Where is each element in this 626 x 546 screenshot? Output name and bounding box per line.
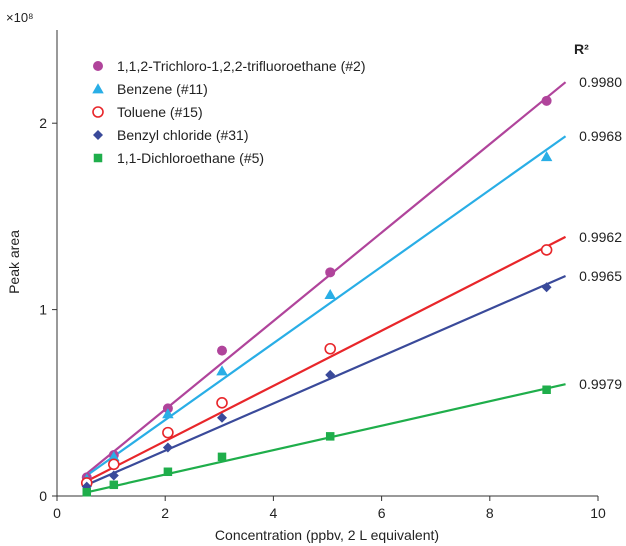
x-tick-label: 4	[270, 505, 278, 521]
data-point	[325, 432, 335, 441]
data-point	[162, 426, 174, 439]
data-point	[325, 267, 336, 278]
data-point	[162, 408, 174, 419]
data-point	[216, 365, 228, 376]
legend-label: Benzyl chloride (#31)	[117, 127, 249, 143]
fit-lines	[86, 81, 567, 494]
legend-marker	[92, 106, 104, 118]
data-point	[542, 385, 551, 395]
data-point	[217, 452, 227, 462]
legend-label: 1,1,2-Trichloro-1,2,2-trifluoroethane (#…	[117, 58, 366, 74]
legend-label: Benzene (#11)	[117, 81, 208, 97]
data-point	[324, 342, 337, 355]
y-tick-label: 0	[39, 488, 47, 504]
x-tick-label: 6	[378, 505, 386, 521]
data-point	[217, 412, 228, 423]
r2-value-label: 0.9980	[579, 74, 622, 90]
x-tick-label: 2	[161, 505, 169, 521]
x-axis-title: Concentration (ppbv, 2 L equivalent)	[215, 527, 439, 543]
axes	[56, 30, 598, 497]
data-point	[216, 396, 228, 409]
data-point	[163, 467, 173, 477]
legend-marker	[93, 130, 103, 140]
data-point	[540, 244, 553, 256]
x-ticks: 0 2 4 6 8 10	[53, 496, 606, 521]
data-point	[108, 470, 119, 481]
data-point	[217, 345, 228, 356]
y-tick-label: 2	[39, 115, 47, 131]
data-point	[82, 488, 92, 497]
fit-line	[86, 275, 566, 486]
data-point	[108, 458, 120, 471]
r2-labels: 0.9980 0.9968 0.9962 0.9965 0.9979	[579, 74, 622, 392]
legend-marker	[92, 83, 104, 94]
legend-marker	[93, 153, 103, 163]
legend-label: Toluene (#15)	[117, 104, 203, 120]
data-point	[109, 480, 119, 490]
x-tick-label: 0	[53, 505, 61, 521]
r2-value-label: 0.9965	[579, 268, 622, 284]
data-point	[541, 282, 552, 293]
data-point	[541, 95, 552, 106]
fit-line	[86, 235, 567, 483]
y-multiplier-label: ×10⁸	[6, 10, 34, 25]
legend: 1,1,2-Trichloro-1,2,2-trifluoroethane (#…	[92, 58, 366, 166]
legend-marker	[93, 61, 103, 71]
data-point	[325, 369, 336, 380]
y-ticks: 0 1 2	[39, 115, 57, 504]
data-point	[324, 288, 336, 300]
r2-value-label: 0.9968	[579, 128, 622, 144]
legend-label: 1,1-Dichloroethane (#5)	[117, 150, 264, 166]
data-point	[108, 451, 120, 462]
y-tick-label: 1	[39, 302, 47, 318]
r2-header: R²	[574, 41, 589, 57]
r2-value-label: 0.9962	[579, 229, 622, 245]
y-axis-title: Peak area	[6, 230, 22, 294]
fit-line	[86, 135, 567, 477]
data-point	[162, 442, 173, 453]
data-markers	[80, 95, 553, 497]
r2-value-label: 0.9979	[579, 376, 622, 392]
data-point	[540, 151, 553, 162]
x-tick-label: 10	[590, 505, 606, 521]
x-tick-label: 8	[486, 505, 494, 521]
